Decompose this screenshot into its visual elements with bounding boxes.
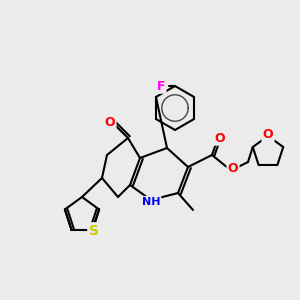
Text: O: O — [263, 128, 273, 142]
Text: O: O — [215, 131, 225, 145]
Text: O: O — [228, 161, 238, 175]
Text: F: F — [157, 80, 165, 92]
Text: S: S — [88, 224, 99, 238]
Text: NH: NH — [142, 197, 160, 207]
Text: O: O — [105, 116, 115, 128]
